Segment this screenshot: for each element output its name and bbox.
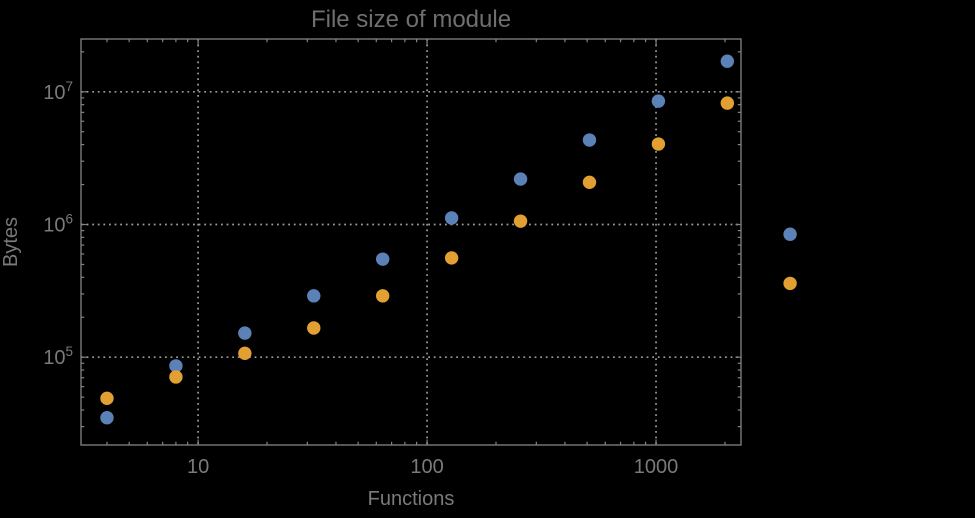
plot-frame xyxy=(80,38,742,446)
data-point-series-1-blue xyxy=(169,359,183,373)
data-point-series-2-orange xyxy=(444,251,459,265)
data-point-series-1-blue xyxy=(100,411,114,425)
data-point-series-2-orange xyxy=(307,321,321,335)
data-point-series-1-blue xyxy=(582,133,597,147)
data-point-series-2-orange xyxy=(238,346,252,361)
data-point-series-2-orange xyxy=(720,96,735,110)
data-point-series-1-blue xyxy=(720,54,735,68)
chart-title: File size of module xyxy=(311,6,511,33)
data-point-series-1-blue xyxy=(783,227,797,241)
data-point-series-2-orange xyxy=(375,289,390,303)
y-tick-label: 106 xyxy=(43,212,73,237)
x-tick-label: 10 xyxy=(187,456,209,478)
data-point-series-2-orange xyxy=(100,391,114,406)
x-tick-label: 1000 xyxy=(634,456,679,478)
x-tick-label: 100 xyxy=(410,456,443,478)
data-point-series-1-blue xyxy=(375,252,390,266)
data-point-series-1-blue xyxy=(307,289,321,303)
data-point-series-1-blue xyxy=(651,94,666,108)
data-point-series-2-orange xyxy=(783,276,797,291)
data-point-series-2-orange xyxy=(513,214,528,228)
data-point-series-2-orange xyxy=(651,137,666,151)
plot-layers: 10 100 1000 105 106 107 xyxy=(43,38,797,478)
x-axis-label: Functions xyxy=(368,488,455,510)
data-point-series-1-blue xyxy=(513,172,528,186)
y-axis-label: Bytes xyxy=(0,217,22,267)
y-tick-label: 107 xyxy=(43,79,73,104)
data-point-series-1-blue xyxy=(238,326,252,340)
data-point-series-1-blue xyxy=(444,211,459,225)
y-tick-label: 105 xyxy=(43,344,73,369)
data-point-series-2-orange xyxy=(169,370,183,384)
data-point-series-2-orange xyxy=(582,175,597,190)
